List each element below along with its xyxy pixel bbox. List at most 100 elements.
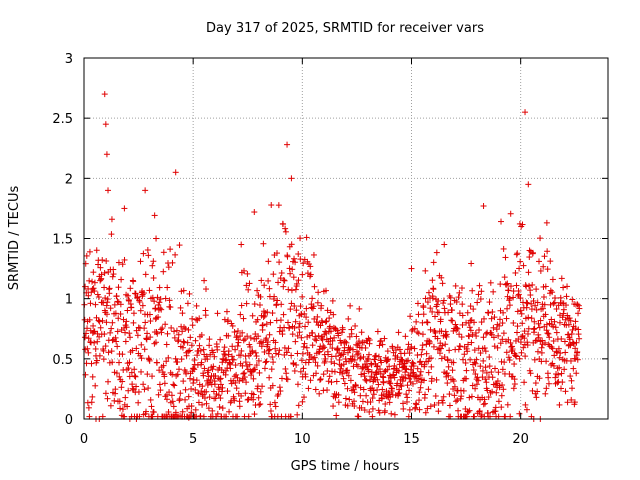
data-point [557, 350, 564, 357]
data-point [375, 353, 382, 360]
data-point [169, 259, 176, 266]
data-point [318, 302, 325, 309]
data-point [480, 315, 487, 322]
data-point [138, 341, 145, 348]
data-point [429, 308, 436, 315]
data-point [256, 401, 263, 408]
data-point [324, 307, 331, 314]
data-point [417, 358, 424, 365]
data-point [92, 382, 99, 389]
data-point [395, 390, 402, 397]
data-point [573, 370, 580, 377]
data-point [351, 389, 358, 396]
data-point [251, 209, 258, 216]
data-point [438, 355, 445, 362]
data-point [214, 346, 221, 353]
data-point [88, 360, 95, 367]
data-point [375, 381, 382, 388]
data-point [298, 357, 305, 364]
data-point [328, 379, 335, 386]
data-point [353, 333, 360, 340]
data-point [538, 344, 545, 351]
data-point [352, 383, 359, 390]
data-point [251, 411, 258, 418]
data-point [271, 293, 278, 300]
data-point [312, 333, 319, 340]
data-point [525, 330, 532, 337]
data-point [526, 254, 533, 261]
data-point [197, 347, 204, 354]
data-point [114, 298, 121, 305]
data-point [305, 385, 312, 392]
data-point [121, 205, 128, 212]
data-point [354, 363, 361, 370]
data-point [140, 250, 147, 257]
data-point [554, 349, 561, 356]
data-point [531, 318, 538, 325]
x-tick-label: 20 [512, 432, 529, 447]
data-point [295, 250, 302, 257]
data-point [357, 355, 364, 362]
data-point [188, 385, 195, 392]
data-point [293, 361, 300, 368]
data-point [547, 258, 554, 265]
data-point [81, 334, 88, 341]
data-point [491, 365, 498, 372]
data-point [519, 221, 526, 228]
data-point [470, 306, 477, 313]
data-point [332, 353, 339, 360]
data-point [123, 324, 130, 331]
data-point [404, 346, 411, 353]
data-point [359, 398, 366, 405]
data-point [346, 396, 353, 403]
data-point [111, 301, 118, 308]
data-point [217, 336, 224, 343]
data-point [104, 395, 111, 402]
data-point [458, 334, 465, 341]
data-point [266, 285, 273, 292]
data-point [157, 326, 164, 333]
data-point [128, 369, 135, 376]
data-point [262, 359, 269, 366]
data-point [523, 304, 530, 311]
data-point [301, 340, 308, 347]
data-point [275, 202, 282, 209]
data-point [535, 331, 542, 338]
data-point [523, 299, 530, 306]
data-point [301, 310, 308, 317]
data-point [533, 286, 540, 293]
data-point [557, 294, 564, 301]
data-point [360, 386, 367, 393]
data-point [132, 290, 139, 297]
data-point [529, 281, 536, 288]
data-point [211, 353, 218, 360]
data-point [198, 331, 205, 338]
data-point [428, 363, 435, 370]
data-point [196, 315, 203, 322]
data-point [229, 322, 236, 329]
data-point [515, 336, 522, 343]
data-point [467, 356, 474, 363]
data-point [423, 341, 430, 348]
data-point [277, 275, 284, 282]
data-point [368, 373, 375, 380]
data-point [146, 356, 153, 363]
data-point [545, 374, 552, 381]
data-point [463, 375, 470, 382]
data-point [362, 344, 369, 351]
data-point [103, 311, 110, 318]
data-point [85, 292, 92, 299]
data-point [234, 342, 241, 349]
data-point [278, 301, 285, 308]
data-point [232, 379, 239, 386]
data-point [558, 370, 565, 377]
data-point [571, 399, 578, 406]
data-point [425, 386, 432, 393]
data-point [272, 345, 279, 352]
data-point [440, 300, 447, 307]
data-point [303, 234, 310, 241]
data-point [224, 388, 231, 395]
data-point [406, 387, 413, 394]
data-point [242, 390, 249, 397]
data-point [254, 287, 261, 294]
